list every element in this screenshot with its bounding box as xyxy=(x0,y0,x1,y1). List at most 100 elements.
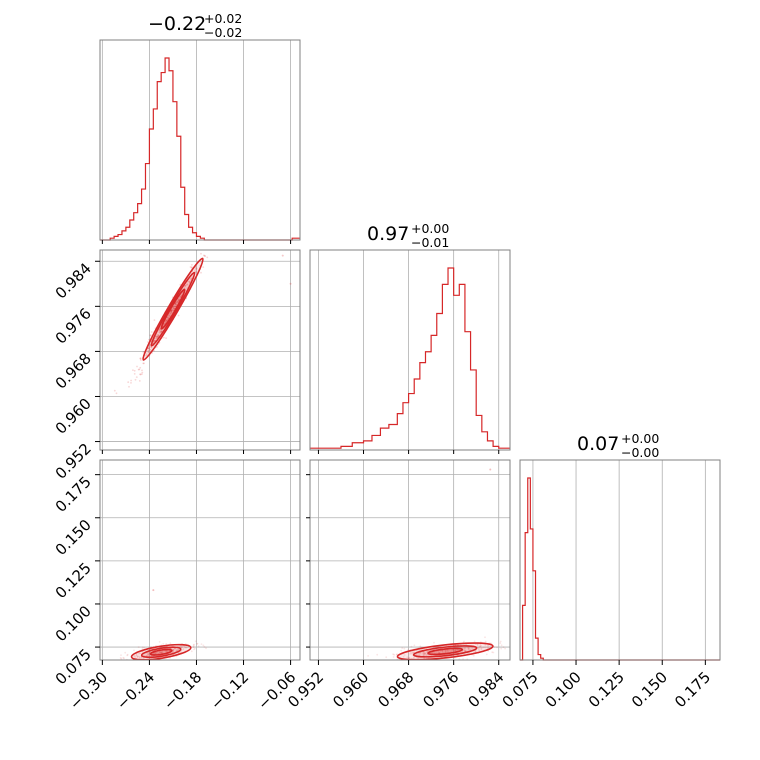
scatter-point xyxy=(147,654,150,656)
scatter-point xyxy=(446,649,448,652)
scatter-point xyxy=(477,647,480,649)
scatter-point xyxy=(136,655,139,658)
scatter-point xyxy=(183,645,186,648)
outlier-point xyxy=(489,468,492,471)
y-tick-label: 0.968 xyxy=(52,350,95,393)
scatter-point xyxy=(183,287,186,289)
scatter-point xyxy=(410,645,413,648)
scatter-point xyxy=(418,654,421,657)
scatter-point xyxy=(176,301,178,303)
scatter-point xyxy=(148,347,151,349)
scatter-point xyxy=(451,649,454,652)
scatter-point xyxy=(479,645,481,648)
scatter-point xyxy=(202,644,205,647)
scatter-point xyxy=(159,327,162,330)
scatter-point xyxy=(411,651,414,653)
scatter-point xyxy=(155,337,158,340)
scatter-point xyxy=(454,649,457,652)
scatter-point xyxy=(133,649,135,652)
scatter-point xyxy=(139,357,142,360)
scatter-point xyxy=(203,254,206,257)
scatter-point xyxy=(147,351,150,354)
scatter-point xyxy=(130,379,133,382)
scatter-point xyxy=(396,653,398,656)
scatter-point xyxy=(185,284,187,287)
scatter-point xyxy=(492,651,495,654)
scatter-point xyxy=(463,649,465,652)
contour-level-2 xyxy=(427,647,464,656)
scatter-point xyxy=(142,351,145,354)
scatter-point xyxy=(422,652,425,655)
scatter-point xyxy=(194,271,197,273)
scatter-point xyxy=(169,642,172,645)
scatter-point xyxy=(156,334,159,336)
scatter-point xyxy=(141,371,144,374)
scatter-point xyxy=(123,657,125,660)
scatter-point xyxy=(402,655,405,658)
scatter-point xyxy=(174,302,177,305)
scatter-point xyxy=(385,656,388,659)
scatter-point xyxy=(480,647,483,650)
scatter-point xyxy=(486,646,489,649)
title-minus: −0.01 xyxy=(411,235,449,250)
scatter-point xyxy=(203,254,205,257)
scatter-point xyxy=(148,347,150,349)
scatter-point xyxy=(153,340,156,342)
panel-frame-1-0 xyxy=(99,249,301,451)
scatter-point xyxy=(467,647,470,650)
scatter-point xyxy=(408,656,411,659)
scatter-point xyxy=(415,654,417,656)
scatter-point xyxy=(165,643,168,645)
scatter-point xyxy=(153,340,156,342)
scatter-point xyxy=(200,643,203,645)
scatter-point xyxy=(463,647,466,649)
scatter-point xyxy=(444,650,447,653)
scatter-point xyxy=(504,647,506,650)
scatter-point xyxy=(158,329,161,332)
scatter-point xyxy=(164,321,167,324)
scatter-point xyxy=(132,369,134,371)
scatter-point xyxy=(140,662,142,664)
scatter-point xyxy=(149,349,152,351)
scatter-point xyxy=(496,646,498,649)
scatter-point xyxy=(472,654,475,657)
scatter-point xyxy=(441,650,444,652)
scatter-point xyxy=(424,652,427,655)
scatter-point xyxy=(447,650,449,653)
scatter-point xyxy=(161,650,164,653)
scatter-point xyxy=(454,649,456,652)
scatter-point xyxy=(463,640,465,643)
scatter-point xyxy=(389,661,391,663)
scatter-point xyxy=(165,320,168,322)
scatter-point xyxy=(410,652,413,655)
scatter-point xyxy=(170,310,172,313)
scatter-point xyxy=(148,348,151,351)
scatter-point xyxy=(147,349,150,352)
scatter-point xyxy=(500,647,503,650)
title-plus: +0.00 xyxy=(621,431,659,446)
scatter-point xyxy=(135,654,138,657)
scatter-point xyxy=(392,653,394,656)
scatter-point xyxy=(484,640,487,643)
scatter-point xyxy=(182,648,185,651)
scatter-point xyxy=(126,654,129,657)
scatter-point xyxy=(136,656,139,658)
scatter-point xyxy=(487,646,490,649)
scatter-point xyxy=(479,645,482,648)
scatter-point xyxy=(480,644,482,647)
scatter-point xyxy=(417,657,419,660)
scatter-point xyxy=(421,648,423,651)
scatter-point xyxy=(203,646,206,648)
scatter-point xyxy=(159,328,161,331)
scatter-point xyxy=(159,651,162,654)
scatter-point xyxy=(480,648,483,651)
scatter-point xyxy=(401,647,404,649)
y-tick-label: 0.952 xyxy=(52,440,95,483)
scatter-point xyxy=(159,332,162,334)
scatter-point xyxy=(165,320,168,322)
scatter-point xyxy=(185,646,187,649)
x-tick-label: 0.150 xyxy=(628,668,671,711)
contour-level-2 xyxy=(149,648,173,656)
scatter-point xyxy=(174,303,176,306)
